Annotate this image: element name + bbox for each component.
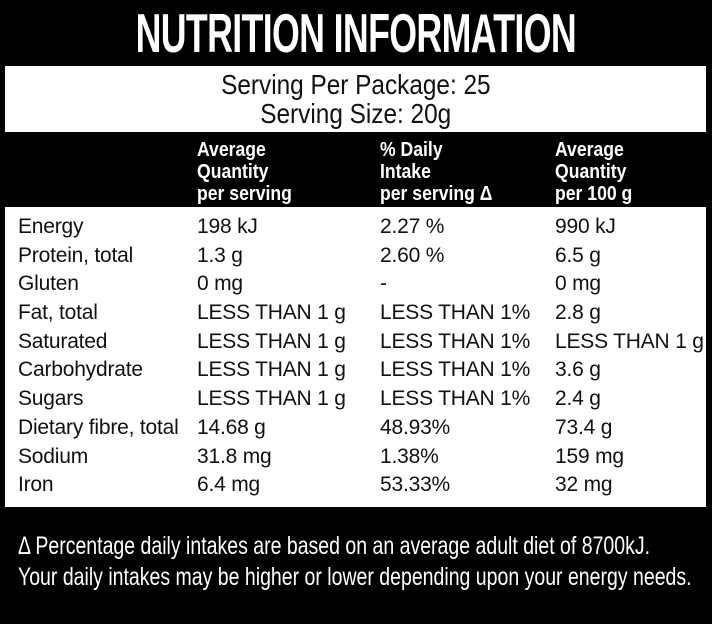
value-per-serving: 6.4 mg: [197, 473, 260, 497]
value-per-100g: 6.5 g: [555, 243, 601, 267]
value-per-serving: LESS THAN 1 g: [197, 358, 346, 382]
column-header-line: Average: [197, 139, 266, 161]
value-per-serving: LESS THAN 1 g: [197, 387, 346, 411]
value-daily-intake: LESS THAN 1%: [380, 329, 531, 353]
table-row: Iron 6.4 mg 53.33% 32 mg: [5, 471, 706, 500]
table-row: Dietary fibre, total 14.68 g 48.93% 73.4 g: [5, 414, 706, 443]
column-header-per-serving: Average Quantity per serving: [197, 139, 292, 205]
value-daily-intake: LESS THAN 1%: [380, 387, 531, 411]
table-row: Energy 198 kJ 2.27 % 990 kJ: [5, 213, 706, 242]
value-daily-intake: LESS THAN 1%: [380, 358, 531, 382]
value-per-100g: 0 mg: [555, 272, 601, 296]
table-row: Sodium 31.8 mg 1.38% 159 mg: [5, 443, 706, 472]
value-per-100g: 159 mg: [555, 444, 624, 468]
footnote: Δ Percentage daily intakes are based on …: [18, 531, 712, 593]
nutrient-table: Energy 198 kJ 2.27 % 990 kJ Protein, total 1.…: [5, 207, 706, 507]
nutrient-name: Carbohydrate: [18, 358, 143, 382]
value-per-serving: LESS THAN 1 g: [197, 301, 346, 325]
nutrient-name: Sugars: [18, 387, 84, 411]
nutrient-name: Iron: [18, 473, 54, 497]
table-row: Protein, total 1.3 g 2.60 % 6.5 g: [5, 242, 706, 271]
value-per-100g: 2.4 g: [555, 387, 601, 411]
value-per-serving: 31.8 mg: [197, 444, 272, 468]
value-per-100g: 2.8 g: [555, 301, 601, 325]
value-per-100g: 3.6 g: [555, 358, 601, 382]
column-header-line: per 100 g: [555, 183, 633, 205]
value-per-100g: 32 mg: [555, 473, 613, 497]
value-daily-intake: 2.27 %: [380, 215, 445, 238]
column-header-line: Average: [555, 139, 624, 161]
value-per-serving: 1.3 g: [197, 243, 243, 267]
value-per-100g: LESS THAN 1 g: [555, 329, 704, 353]
table-row: Sugars LESS THAN 1 g LESS THAN 1% 2.4 g: [5, 385, 706, 414]
table-column-headers: Average Quantity per serving % Daily Int…: [0, 132, 712, 207]
table-row: Saturated LESS THAN 1 g LESS THAN 1% LESS T…: [5, 328, 706, 357]
value-per-100g: 73.4 g: [555, 415, 613, 439]
value-daily-intake: 2.60 %: [380, 243, 445, 267]
nutrient-name: Fat, total: [18, 301, 98, 325]
table-row: Carbohydrate LESS THAN 1 g LESS THAN 1% 3.6…: [5, 356, 706, 385]
value-daily-intake: 53.33%: [380, 473, 451, 497]
nutrient-name: Saturated: [18, 329, 108, 353]
nutrient-name: Sodium: [18, 444, 89, 468]
column-header-daily-intake: % Daily Intake per serving Δ: [380, 139, 492, 205]
value-daily-intake: -: [380, 272, 387, 296]
page-title: NUTRITION INFORMATION: [135, 2, 577, 64]
column-header-line: Quantity: [555, 161, 627, 183]
nutrient-name: Protein, total: [18, 243, 134, 267]
nutrient-name: Gluten: [18, 272, 79, 296]
value-daily-intake: 48.93%: [380, 415, 451, 439]
value-per-serving: LESS THAN 1 g: [197, 329, 346, 353]
value-daily-intake: 1.38%: [380, 444, 439, 468]
value-per-serving: 198 kJ: [197, 215, 258, 238]
serving-size: Serving Size: 20g: [260, 98, 451, 129]
column-header-line: % Daily: [380, 139, 443, 161]
column-header-line: Intake: [380, 161, 431, 183]
value-per-100g: 990 kJ: [555, 215, 616, 238]
value-per-serving: 0 mg: [197, 272, 243, 296]
value-daily-intake: LESS THAN 1%: [380, 301, 531, 325]
nutrient-name: Energy: [18, 215, 84, 238]
table-row: Fat, total LESS THAN 1 g LESS THAN 1% 2.8 g: [5, 299, 706, 328]
footnote-line-1: Δ Percentage daily intakes are based on …: [18, 532, 651, 560]
footnote-line-2: Your daily intakes may be higher or lowe…: [18, 563, 692, 591]
table-row: Gluten 0 mg - 0 mg: [5, 270, 706, 299]
title-band: NUTRITION INFORMATION: [0, 0, 712, 66]
nutrient-name: Dietary fibre, total: [18, 415, 179, 439]
column-header-line: per serving Δ: [380, 183, 493, 205]
column-header-line: per serving: [197, 183, 292, 205]
servings-per-package: Serving Per Package: 25: [220, 69, 491, 100]
serving-info-panel: Serving Per Package: 25 Serving Size: 20…: [5, 66, 706, 132]
column-header-line: Quantity: [197, 161, 269, 183]
column-header-per-100g: Average Quantity per 100 g: [555, 139, 632, 205]
value-per-serving: 14.68 g: [197, 415, 266, 439]
